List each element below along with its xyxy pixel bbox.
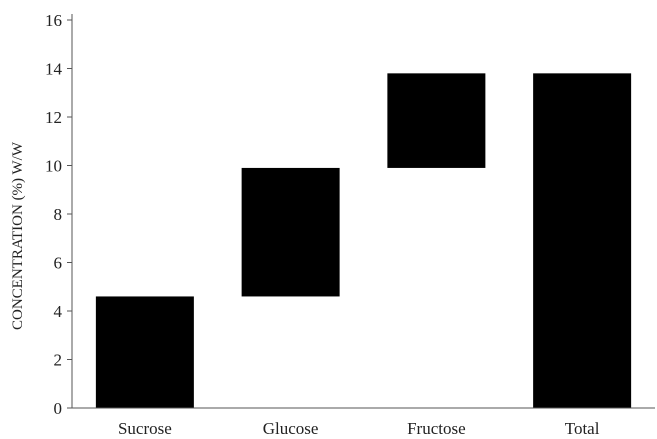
x-category-label: Fructose <box>407 419 466 438</box>
x-axis-labels: Sucrose Glucose Fructose Total <box>118 419 600 438</box>
y-tick-label: 6 <box>54 254 63 273</box>
y-tick-label: 0 <box>54 399 63 418</box>
y-tick-label: 4 <box>54 302 63 321</box>
y-tick-label: 14 <box>45 60 63 79</box>
y-axis-ticks: 0 2 4 6 8 10 12 14 16 <box>45 11 72 418</box>
y-tick-label: 10 <box>45 157 62 176</box>
bar-glucose <box>241 167 340 297</box>
y-tick-label: 2 <box>54 351 63 370</box>
bar-fructose <box>387 73 486 168</box>
y-tick-label: 8 <box>54 205 63 224</box>
bar-sucrose <box>95 296 194 408</box>
bars <box>95 73 632 408</box>
y-axis-title: CONCENTRATION (%) W/W <box>10 141 26 330</box>
x-category-label: Total <box>565 419 600 438</box>
x-category-label: Glucose <box>263 419 319 438</box>
bar-total <box>533 73 632 408</box>
y-tick-label: 12 <box>45 108 62 127</box>
y-tick-label: 16 <box>45 11 62 30</box>
x-category-label: Sucrose <box>118 419 172 438</box>
